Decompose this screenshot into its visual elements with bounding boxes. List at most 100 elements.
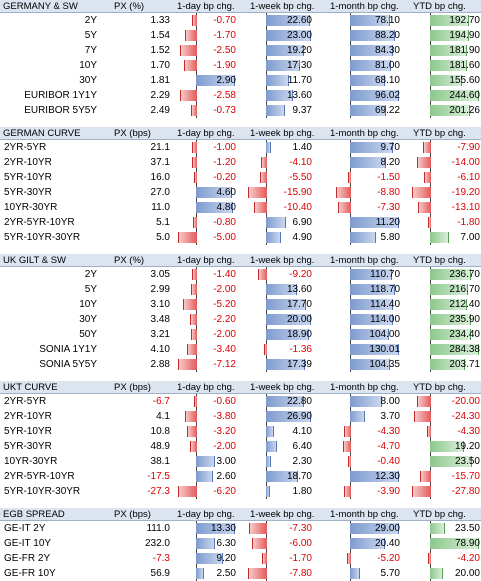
ytd-bar (430, 232, 449, 243)
px-column-header: PX (bps) (114, 382, 151, 393)
ytd-bar (412, 187, 431, 198)
m1-bar (346, 553, 351, 564)
table-row[interactable]: EURIBOR 5Y5Y 2.49 -0.73 9.37 69.22 201.26 (0, 103, 481, 118)
row-label: GE-IT 10Y (4, 538, 52, 549)
row-label: 2YR-5YR (4, 396, 47, 407)
table-row[interactable]: SONIA 5Y5Y 2.88 -7.12 17.39 104.35 203.71 (0, 357, 481, 372)
w1-bar (264, 344, 267, 355)
w1-value: 11.70 (287, 75, 312, 86)
m1-value: 20.40 (374, 538, 400, 549)
table-row[interactable]: 30Y 1.81 2.90 11.70 68.10 155.60 (0, 73, 481, 88)
table-row[interactable]: GE-FR 2Y -7.3 9.20 -1.70 -5.20 -4.20 (0, 551, 481, 566)
table-row[interactable]: SONIA 1Y1Y 4.10 -3.40 -1.36 130.01 284.38 (0, 342, 481, 357)
ytd-value: 236.70 (449, 269, 480, 280)
row-label: EURIBOR 1Y1Y (24, 90, 97, 101)
table-row[interactable]: 5YR-10YR 10.8 -3.20 4.10 -4.30 -4.30 (0, 424, 481, 439)
table-row[interactable]: 2YR-10YR 37.1 -1.20 -4.10 8.20 -14.00 (0, 155, 481, 170)
m1-value: -0.40 (377, 456, 400, 467)
d1-bar (185, 30, 197, 41)
row-label: 2YR-5YR-10YR (4, 471, 75, 482)
w1-value: -15.90 (283, 187, 312, 198)
w1-bar (266, 396, 305, 407)
px-value: 48.9 (150, 441, 170, 452)
px-value: 3.05 (150, 269, 170, 280)
px-column-header: PX (%) (114, 255, 145, 266)
w1-value: 20.00 (286, 314, 312, 325)
d1-bar (196, 202, 234, 213)
table-row[interactable]: 50Y 3.21 -2.00 18.90 104.00 234.40 (0, 327, 481, 342)
px-value: 5.0 (156, 232, 170, 243)
table-row[interactable]: 2Y 1.33 -0.70 22.60 78.10 192.70 (0, 13, 481, 28)
table-row[interactable]: 2Y 3.05 -1.40 -9.20 110.70 236.70 (0, 267, 481, 282)
m1-bar (350, 299, 394, 310)
row-label: 2YR-5YR (4, 142, 47, 153)
table-row[interactable]: GE-IT 2Y 111.0 13.30 -7.30 29.00 23.50 (0, 521, 481, 536)
table-row[interactable]: 2YR-5YR 21.1 -1.00 1.40 9.70 -7.90 (0, 140, 481, 155)
table-row[interactable]: GE-FR 10Y 56.9 2.50 -7.80 5.70 20.00 (0, 566, 481, 581)
table-row[interactable]: 5Y 2.99 -2.00 13.60 118.70 216.70 (0, 282, 481, 297)
table-row[interactable]: 30Y 3.48 -2.20 20.00 114.00 235.90 (0, 312, 481, 327)
row-label: GE-FR 2Y (4, 553, 51, 564)
w1-bar (266, 314, 311, 325)
d1-bar (196, 553, 224, 564)
d1-bar (190, 441, 197, 452)
ytd-column-header: YTD bp chg. (413, 382, 466, 393)
m1-value: 118.70 (370, 284, 400, 295)
table-row[interactable]: 10YR-30YR 11.0 4.80 -10.40 -7.30 -13.10 (0, 200, 481, 215)
ytd-value: 181.90 (449, 45, 480, 56)
w1-bar (248, 187, 267, 198)
table-row[interactable]: 10YR-30YR 38.1 3.00 2.30 -0.40 23.50 (0, 454, 481, 469)
row-label: 5YR-10YR-30YR (4, 232, 81, 243)
m1-column-header: 1-month bp chg. (330, 1, 399, 12)
table-row[interactable]: 5Y 1.54 -1.70 23.00 88.20 194.90 (0, 28, 481, 43)
px-value: 1.54 (150, 30, 170, 41)
d1-column-header: 1-day bp chg. (177, 255, 235, 266)
m1-value: 88.20 (374, 30, 400, 41)
table-row[interactable]: 5YR-30YR 27.0 4.60 -15.90 -8.80 -19.20 (0, 185, 481, 200)
w1-bar (266, 15, 311, 26)
table-row[interactable]: 2YR-10YR 4.1 -3.80 26.90 3.70 -24.30 (0, 409, 481, 424)
d1-value: -2.58 (213, 90, 236, 101)
w1-bar (266, 359, 306, 370)
ytd-value: -15.70 (451, 471, 480, 482)
table-row[interactable]: 7Y 1.52 -2.50 19.20 84.30 181.90 (0, 43, 481, 58)
m1-value: 104.35 (369, 359, 400, 370)
row-label: 2YR-10YR (4, 411, 52, 422)
m1-value: 8.20 (380, 157, 400, 168)
table-row[interactable]: 5YR-10YR 16.0 -0.20 -5.50 -1.50 -6.10 (0, 170, 481, 185)
m1-value: 12.30 (374, 471, 400, 482)
table-row[interactable]: 10Y 3.10 -5.20 17.70 114.40 212.40 (0, 297, 481, 312)
w1-bar (266, 105, 285, 116)
m1-value: 3.70 (380, 411, 400, 422)
m1-bar (347, 172, 351, 183)
w1-value: 13.60 (286, 90, 312, 101)
table-row[interactable]: 2YR-5YR -6.7 -0.60 22.80 8.00 -20.00 (0, 394, 481, 409)
d1-bar (178, 486, 197, 497)
table-section: GERMANY & SW PX (%) 1-day bp chg. 1-week bp… (0, 0, 481, 118)
table-section: EGB SPREAD PX (bps) 1-day bp chg. 1-week bp… (0, 508, 481, 581)
d1-value: -2.50 (213, 45, 236, 56)
table-row[interactable]: 2YR-5YR-10YR 5.1 -0.80 6.90 11.20 -1.80 (0, 215, 481, 230)
ytd-bar (414, 411, 431, 422)
d1-value: 2.60 (216, 471, 236, 482)
d1-bar (184, 60, 197, 71)
d1-value: -3.20 (213, 426, 236, 437)
d1-value: -0.60 (213, 396, 236, 407)
d1-bar (196, 471, 213, 482)
ytd-value: 234.40 (449, 329, 480, 340)
table-row[interactable]: 5YR-10YR-30YR -27.3 -6.20 1.80 -3.90 -27.80 (0, 484, 481, 499)
m1-bar (343, 426, 351, 437)
px-value: 5.1 (156, 217, 170, 228)
table-row[interactable]: 10Y 1.70 -1.90 17.30 81.00 181.60 (0, 58, 481, 73)
d1-bar (190, 329, 197, 340)
table-row[interactable]: 2YR-5YR-10YR -17.5 2.60 18.70 12.30 -15.70 (0, 469, 481, 484)
row-label: 10YR-30YR (4, 456, 58, 467)
table-row[interactable]: GE-IT 10Y 232.0 6.30 -6.00 20.40 78.90 (0, 536, 481, 551)
m1-bar (350, 157, 387, 168)
table-row[interactable]: 5YR-30YR 48.9 -2.00 6.40 -4.70 19.20 (0, 439, 481, 454)
table-row[interactable]: 5YR-10YR-30YR 5.0 -5.00 4.90 5.80 7.00 (0, 230, 481, 245)
table-row[interactable]: EURIBOR 1Y1Y 2.29 -2.58 13.60 96.02 244.60 (0, 88, 481, 103)
m1-bar (350, 15, 391, 26)
d1-value: 4.80 (216, 202, 236, 213)
w1-bar (266, 60, 301, 71)
